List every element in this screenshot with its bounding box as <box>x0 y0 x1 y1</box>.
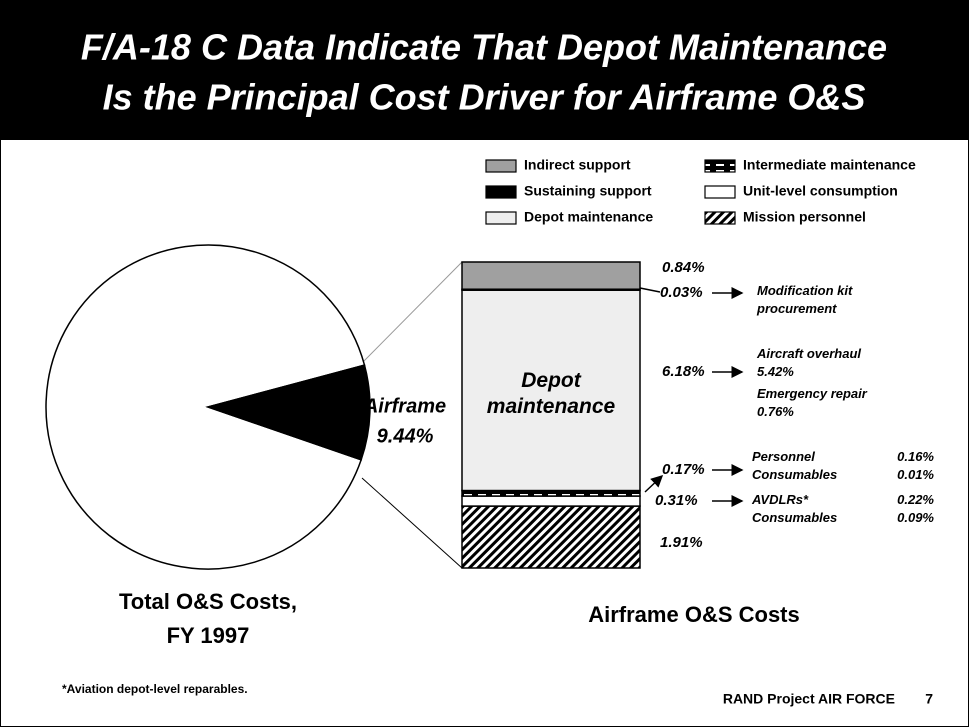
breakdown-item: Aircraft overhaul 5.42% <box>757 345 869 381</box>
bar-segment <box>461 495 641 507</box>
pie-label: Airframe <box>363 395 446 417</box>
breakdown-value: 0.22% <box>897 492 934 507</box>
connector <box>361 261 463 364</box>
breakdown-name: Consumables <box>752 467 838 482</box>
legend-label: Indirect support <box>524 157 631 173</box>
legend-label: Intermediate maintenance <box>743 157 916 173</box>
segment-value-label: 1.91% <box>660 534 703 551</box>
breakdown-name: Aircraft overhaul <box>757 346 862 361</box>
bar-segment <box>461 289 641 492</box>
legend-swatch <box>485 211 517 225</box>
segment-value-label: 0.17% <box>662 461 705 478</box>
segment-value-label: 6.18% <box>662 363 705 380</box>
legend-label: Unit-level consumption <box>743 183 898 199</box>
segment-label: Depot maintenance <box>486 369 616 418</box>
breakdown-value: 0.01% <box>897 467 934 482</box>
bar-title: Airframe O&S Costs <box>588 602 800 627</box>
legend-swatch <box>704 185 736 199</box>
segment-value-label: 0.03% <box>660 284 703 301</box>
legend-label: Depot maintenance <box>524 209 653 225</box>
legend-swatch <box>704 211 736 225</box>
title-bar <box>0 0 969 140</box>
segment-value-label: 0.84% <box>662 259 705 276</box>
legend-swatch <box>485 159 517 173</box>
breakdown-value: 0.09% <box>897 510 934 525</box>
title-line: F/A-18 C Data Indicate That Depot Mainte… <box>81 27 887 68</box>
title-line: Is the Principal Cost Driver for Airfram… <box>103 77 866 118</box>
breakdown-item: Emergency repair 0.76% <box>757 385 869 421</box>
breakdown-value: 0.16% <box>897 449 934 464</box>
page-number: 7 <box>925 691 933 707</box>
breakdown-name: Personnel <box>752 449 815 464</box>
segment-value-label: 0.31% <box>655 492 698 509</box>
legend-swatch <box>704 159 736 173</box>
legend-label: Sustaining support <box>524 183 652 199</box>
pie-value-label: 9.44% <box>377 425 434 447</box>
breakdown-value: 0.76% <box>757 404 794 419</box>
source: RAND Project AIR FORCE <box>723 691 895 707</box>
pie-slice <box>205 364 371 461</box>
legend-swatch <box>485 185 517 199</box>
breakdown-value: 5.42% <box>757 364 794 379</box>
breakdown-name: Consumables <box>752 510 838 525</box>
footnote: *Aviation depot-level reparables. <box>62 682 248 696</box>
breakdown-item: Modification kit procurement <box>757 282 897 318</box>
leader <box>639 287 661 293</box>
leader <box>644 474 664 493</box>
pie-slice <box>45 244 366 570</box>
bar-segment <box>461 261 641 290</box>
breakdown-name: Modification kit procurement <box>757 283 853 316</box>
connector <box>361 477 463 569</box>
bar-segment <box>461 505 641 569</box>
pie-title: FY 1997 <box>167 623 250 648</box>
breakdown-name: AVDLRs* <box>752 492 809 507</box>
pie-title: Total O&S Costs, <box>119 589 297 614</box>
bar-segment <box>461 489 641 497</box>
legend-label: Mission personnel <box>743 209 866 225</box>
breakdown-name: Emergency repair <box>757 386 867 401</box>
